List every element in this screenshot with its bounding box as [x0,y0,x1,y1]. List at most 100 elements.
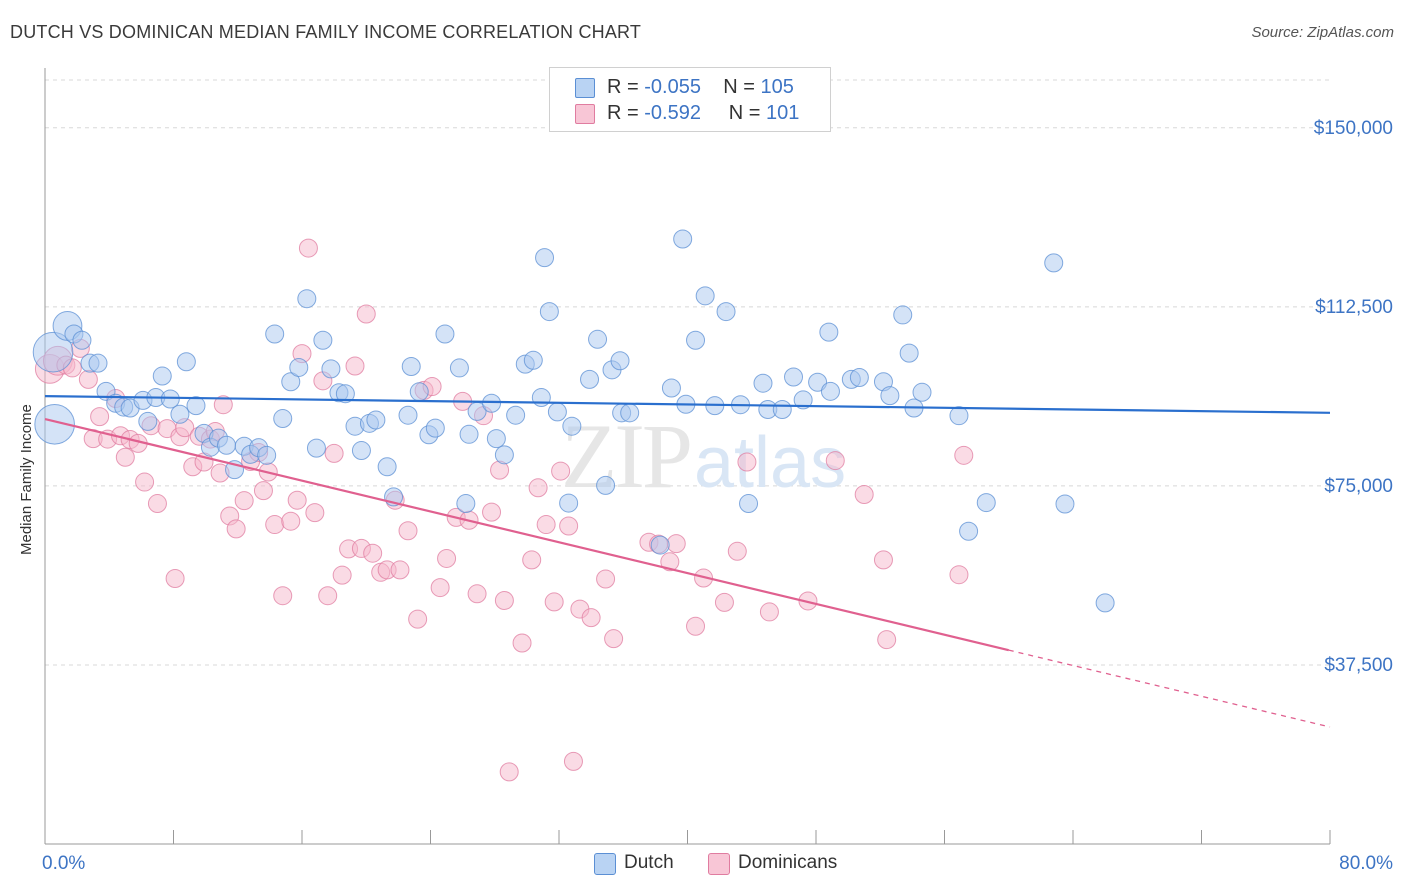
dominicans-n-label: N = [728,102,767,124]
dominicans-point [135,472,155,492]
dutch-trend-line [44,395,1331,414]
dutch-point [695,286,715,306]
dominicans-r-label: R = [607,102,645,124]
dominicans-point [345,356,365,376]
dutch-legend-label: Dutch [624,852,674,873]
dominicans-point [298,238,318,258]
dominicans-point [522,550,542,570]
dominicans-swatch [575,104,595,124]
dominicans-point [324,443,344,463]
dutch-point [486,429,506,449]
dominicans-point [544,592,564,612]
dutch-point [32,331,74,373]
dutch-point [482,393,502,413]
dominicans-point [499,762,519,782]
dominicans-point [390,560,410,580]
dutch-point [976,493,996,513]
y-tick-label: $75,000 [1324,476,1393,497]
dominicans-point [666,534,686,554]
dutch-point [186,396,206,416]
dutch-point [880,386,900,406]
dutch-point [739,494,759,514]
dutch-point [321,359,341,379]
dutch-point [893,305,913,325]
dutch-point [650,535,670,555]
dutch-point [217,435,237,455]
dominicans-point [332,565,352,585]
dutch-point [1095,593,1115,613]
dominicans-point [482,502,502,522]
dutch-point [661,378,681,398]
dominicans-point [563,751,583,771]
dominicans-point [253,481,273,501]
dominicans-point [305,503,325,523]
svg-text:ZIP: ZIP [561,405,690,507]
dominicans-point [318,586,338,606]
dominicans-point [949,565,969,585]
dutch-point [610,351,630,371]
dominicans-point [596,569,616,589]
dutch-n-value: 105 [760,76,794,98]
dominicans-legend-label: Dominicans [738,852,838,873]
dominicans-trend-line [44,417,1010,652]
chart-title: DUTCH VS DOMINICAN MEDIAN FAMILY INCOME … [10,22,642,42]
dutch-point [784,367,804,387]
dutch-point [959,521,979,541]
dominicans-point [686,616,706,636]
dominicans-point [115,447,135,467]
dominicans-point [430,578,450,598]
dominicans-point [877,630,897,650]
dominicans-point [873,550,893,570]
dominicans-point [273,586,293,606]
dominicans-point [234,491,254,511]
dominicans-point [408,609,428,629]
dutch-point [772,399,792,419]
dominicans-point [90,407,110,427]
dominicans-point [226,519,246,539]
dutch-point [138,411,158,431]
dutch-point [265,324,285,344]
dutch-point [494,445,514,465]
y-axis-label: Median Family Income [18,404,35,555]
source-label: Source: ZipAtlas.com [1251,24,1394,41]
dutch-point [88,353,108,373]
dutch-point [506,405,526,425]
dutch-point [152,366,172,386]
axes [44,68,1331,845]
watermark: ZIP atlas [561,405,846,507]
x-tick-labels: 0.0% 80.0% [42,853,1393,874]
dominicans-r-value: -0.592 [644,102,701,124]
dutch-point [539,302,559,322]
dominicans-point [287,490,307,510]
dominicans-point [494,590,514,610]
dutch-point [176,352,196,372]
gridlines [45,79,1330,666]
dutch-point [398,405,418,425]
dutch-point [72,330,92,350]
dutch-point [289,357,309,377]
dutch-point [899,343,919,363]
dominicans-point [281,511,301,531]
dutch-legend-swatch [594,853,616,875]
dutch-point [435,324,455,344]
dutch-point [273,409,293,429]
dutch-point [456,494,476,514]
dutch-point [1055,494,1075,514]
dutch-point [531,388,551,408]
dutch-point [596,475,616,495]
dutch-point [523,350,543,370]
dutch-point [620,403,640,423]
dominicans-point [559,516,579,536]
dominicans-point [536,515,556,535]
dutch-point [849,367,869,387]
dutch-point [673,229,693,249]
dominicans-point [737,452,757,472]
dutch-point [351,441,371,461]
dutch-r-value: -0.055 [644,76,701,98]
dominicans-point [660,552,680,572]
x-tick-label-max: 80.0% [1339,853,1393,874]
dominicans-point [581,608,601,628]
dominicans-point [356,304,376,324]
dominicans-point [363,543,383,563]
